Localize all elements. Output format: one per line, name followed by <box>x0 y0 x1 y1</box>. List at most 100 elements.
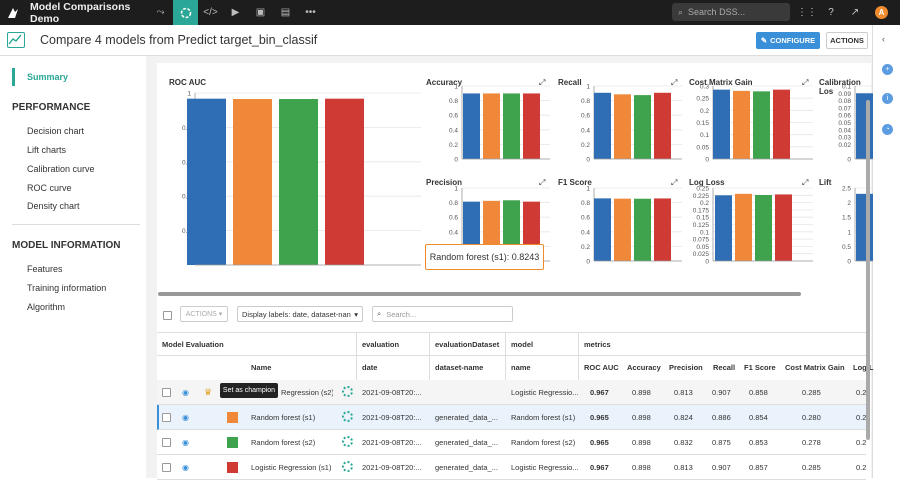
col-header-model-name[interactable]: name <box>511 363 531 372</box>
col-header-cost-matrix-gain[interactable]: Cost Matrix Gain <box>785 363 845 372</box>
metric-chart-roc-auc[interactable]: ROC AUC 0.2 0.4 0.6 0.8 1 <box>165 78 423 270</box>
row-model[interactable]: Logistic Regressio... <box>511 388 579 397</box>
sidebar-item-training-information[interactable]: Training information <box>27 283 107 293</box>
y-tick-label: 0 <box>586 259 590 266</box>
y-tick-label: 0.175 <box>693 207 710 214</box>
col-header-recall[interactable]: Recall <box>713 363 736 372</box>
bar <box>634 198 651 261</box>
y-tick-label: 1 <box>454 186 458 193</box>
eye-icon[interactable]: ◉ <box>182 388 189 397</box>
bar <box>187 98 226 266</box>
col-header-roc-auc[interactable]: ROC AUC <box>584 363 619 372</box>
more-icon[interactable]: ••• <box>305 7 316 18</box>
table-actions-button[interactable]: ACTIONS ▾ <box>180 306 228 322</box>
trophy-icon[interactable]: ♛ <box>204 387 213 397</box>
expand-chart-icon[interactable]: ⤢ <box>802 178 809 187</box>
expand-chart-icon[interactable]: ⤢ <box>539 178 546 187</box>
dss-logo-icon[interactable] <box>0 0 26 25</box>
row-log-loss: 0.2 <box>856 413 867 422</box>
expand-chart-icon[interactable]: ⤢ <box>671 178 678 187</box>
expand-chart-icon[interactable]: ⤢ <box>802 78 809 87</box>
user-avatar[interactable]: A <box>875 6 888 19</box>
page-header: Compare 4 models from Predict target_bin… <box>0 25 900 56</box>
col-header-log-loss[interactable]: Log L <box>853 363 874 372</box>
row-name[interactable]: Random forest (s1) <box>251 413 316 422</box>
row-recall: 0.907 <box>712 388 731 397</box>
run-icon[interactable]: ▶ <box>231 7 240 18</box>
dashboard-icon[interactable]: ▤ <box>280 7 291 18</box>
flow-icon[interactable]: ⤳ <box>156 7 165 18</box>
chart-title: ROC AUC <box>169 78 207 87</box>
sidebar-item-decision-chart[interactable]: Decision chart <box>27 126 85 136</box>
eye-icon[interactable]: ◉ <box>182 413 189 422</box>
row-name[interactable]: Random forest (s2) <box>251 438 316 447</box>
sidebar-item-roc-curve[interactable]: ROC curve <box>27 183 72 193</box>
lab-icon[interactable] <box>173 0 198 25</box>
col-header-name[interactable]: Name <box>251 363 272 372</box>
row-checkbox[interactable] <box>162 438 171 447</box>
expand-chart-icon[interactable]: ⤢ <box>671 78 678 87</box>
row-checkbox[interactable] <box>162 413 171 422</box>
vertical-scrollbar[interactable] <box>866 100 870 440</box>
row-name[interactable]: Regression (s2) <box>281 388 333 397</box>
row-f1: 0.853 <box>749 438 768 447</box>
row-f1: 0.857 <box>749 463 768 472</box>
col-header-precision[interactable]: Precision <box>669 363 703 372</box>
col-header-dataset-name[interactable]: dataset-name <box>435 363 484 372</box>
table-row[interactable]: ◉ Random forest (s1) 2021-09-08T20:... g… <box>157 405 866 430</box>
y-tick-label: 0.4 <box>182 194 191 201</box>
display-labels-dropdown[interactable]: Display labels: date, dataset-nan ▾ <box>237 306 363 322</box>
global-search-input[interactable]: ⌕ Search DSS... <box>672 3 790 21</box>
metric-chart-log-loss[interactable]: Log Loss ⤢ 0 0.025 0.05 0.075 0.1 0.125 0.15 0.17… <box>685 178 815 268</box>
metric-chart-accuracy[interactable]: Accuracy ⤢ 0 0.2 0.4 0.6 0.8 1 <box>422 78 552 168</box>
sidebar-item-features[interactable]: Features <box>27 264 63 274</box>
help-icon[interactable]: ? <box>828 7 834 18</box>
collapse-icon[interactable]: ‹ <box>882 34 885 44</box>
table-row[interactable]: ◉ Random forest (s2) 2021-09-08T20:... g… <box>157 430 866 455</box>
project-name[interactable]: Model Comparisons Demo <box>30 0 131 25</box>
bar <box>483 93 500 159</box>
expand-chart-icon[interactable]: ⤢ <box>539 78 546 87</box>
row-cost-matrix-gain: 0.285 <box>802 388 821 397</box>
sidebar-item-lift-charts[interactable]: Lift charts <box>27 145 67 155</box>
metric-chart-f1-score[interactable]: F1 Score ⤢ 0 0.2 0.4 0.6 0.8 1 <box>554 178 684 268</box>
select-all-checkbox[interactable] <box>163 310 172 320</box>
eye-icon[interactable]: ◉ <box>182 463 189 472</box>
jobs-icon[interactable]: ▣ <box>255 7 266 18</box>
discussion-icon[interactable]: ◔ <box>882 124 893 135</box>
y-tick-label: 0 <box>454 157 458 164</box>
actions-button[interactable]: ACTIONS <box>826 32 868 49</box>
row-checkbox[interactable] <box>162 388 171 397</box>
activity-icon[interactable]: ↗ <box>850 7 860 18</box>
chart-svg: 0.2 0.4 0.6 0.8 1 <box>182 91 421 266</box>
chart-title: Precision <box>426 178 463 187</box>
eye-icon[interactable]: ◉ <box>182 438 189 447</box>
col-header-f1-score[interactable]: F1 Score <box>744 363 776 372</box>
col-header-accuracy[interactable]: Accuracy <box>627 363 661 372</box>
sidebar-item-summary[interactable]: Summary <box>12 68 68 86</box>
row-model[interactable]: Random forest (s2) <box>511 438 576 447</box>
row-model[interactable]: Random forest (s1) <box>511 413 576 422</box>
metric-chart-recall[interactable]: Recall ⤢ 0 0.2 0.4 0.6 0.8 1 <box>554 78 684 168</box>
info-icon[interactable]: i <box>882 93 893 104</box>
code-icon[interactable]: </> <box>203 7 218 18</box>
row-name[interactable]: Logistic Regression (s1) <box>251 463 332 472</box>
row-checkbox[interactable] <box>162 463 171 472</box>
table-row[interactable]: ◉ Logistic Regression (s1) 2021-09-08T20… <box>157 455 866 480</box>
apps-grid-icon[interactable]: ⋮⋮ <box>797 7 817 18</box>
row-cost-matrix-gain: 0.278 <box>802 438 821 447</box>
add-icon[interactable]: + <box>882 64 893 75</box>
charts-horizontal-scrollbar[interactable] <box>158 292 801 296</box>
y-tick-label: 0 <box>705 259 709 266</box>
model-comparison-icon <box>7 32 25 48</box>
col-header-date[interactable]: date <box>362 363 378 372</box>
configure-button[interactable]: ✎ CONFIGURE <box>756 32 820 49</box>
sidebar-item-density-chart[interactable]: Density chart <box>27 201 80 211</box>
metric-chart-cost-matrix-gain[interactable]: Cost Matrix Gain ⤢ 0 0.05 0.1 0.15 0.2 0.25 0.3 <box>685 78 815 168</box>
table-search-input[interactable]: ⌕ Search... <box>372 306 513 322</box>
sidebar-item-calibration-curve[interactable]: Calibration curve <box>27 164 95 174</box>
y-tick-label: 0.05 <box>696 244 709 251</box>
sidebar-item-algorithm[interactable]: Algorithm <box>27 302 66 312</box>
row-model[interactable]: Logistic Regressio... <box>511 463 579 472</box>
champion-tooltip: Set as champion <box>220 383 278 398</box>
